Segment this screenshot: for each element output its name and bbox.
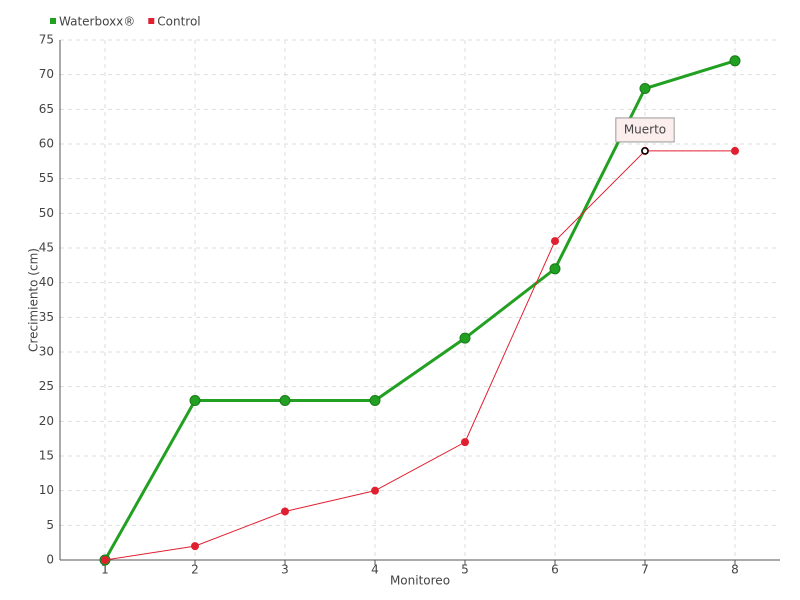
y-tick-label: 15 [39, 449, 54, 463]
data-point [729, 55, 741, 67]
data-point [281, 507, 289, 516]
y-tick-label: 65 [39, 102, 54, 116]
y-tick-label: 10 [39, 483, 54, 497]
x-tick-label: 7 [641, 563, 649, 577]
y-tick-label: 5 [46, 518, 54, 532]
legend-label: Control [157, 15, 200, 29]
y-tick-label: 75 [39, 33, 54, 47]
data-point [279, 395, 291, 407]
x-axis-label: Monitoreo [390, 574, 450, 588]
data-point [461, 438, 469, 447]
y-tick-label: 0 [46, 553, 54, 567]
data-point [549, 263, 561, 275]
x-tick-label: 5 [461, 563, 469, 577]
data-point [189, 395, 201, 407]
x-tick-label: 2 [191, 563, 199, 577]
x-tick-label: 6 [551, 563, 559, 577]
y-tick-label: 25 [39, 379, 54, 393]
y-tick-label: 60 [39, 137, 54, 151]
legend-label: Waterboxx® [59, 15, 135, 29]
data-point [551, 237, 559, 246]
data-point [369, 395, 381, 407]
annotation-text: Muerto [624, 122, 666, 136]
y-tick-label: 45 [39, 241, 54, 255]
y-tick-label: 35 [39, 310, 54, 324]
x-tick-label: 1 [101, 563, 109, 577]
data-point [731, 146, 739, 155]
y-tick-label: 70 [39, 67, 54, 81]
y-tick-label: 40 [39, 275, 54, 289]
x-tick-label: 3 [281, 563, 289, 577]
data-point [191, 542, 199, 551]
data-point [101, 556, 109, 564]
x-tick-label: 4 [371, 563, 379, 577]
y-tick-label: 50 [39, 206, 54, 220]
legend-swatch [148, 18, 155, 24]
series-line [104, 150, 735, 561]
data-point [639, 83, 651, 95]
x-tick-label: 8 [731, 563, 739, 577]
y-tick-label: 20 [39, 414, 54, 428]
data-point [459, 332, 471, 344]
legend-swatch [50, 18, 56, 24]
annotation-marker [641, 147, 649, 155]
y-tick-label: 30 [39, 345, 54, 359]
y-tick-label: 55 [39, 171, 54, 185]
y-axis-label: Crecimiento (cm) [27, 248, 41, 352]
annotation-box [615, 117, 675, 143]
data-point [371, 486, 379, 495]
